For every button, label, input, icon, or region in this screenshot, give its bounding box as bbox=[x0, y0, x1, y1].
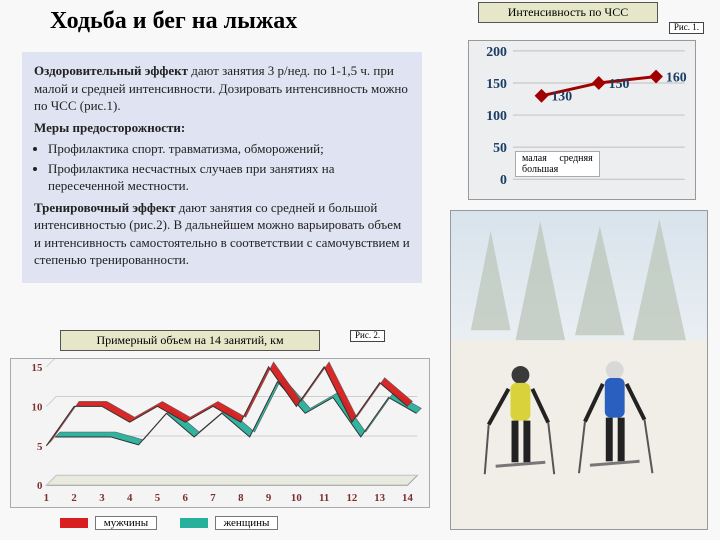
svg-text:100: 100 bbox=[486, 108, 507, 123]
legend-swatch-men bbox=[60, 518, 88, 528]
precaution-2: Профилактика несчастных случаев при заня… bbox=[48, 160, 410, 195]
p1-bold: Оздоровительный эффект bbox=[34, 63, 188, 78]
svg-text:8: 8 bbox=[238, 492, 244, 504]
chart1-figlabel: Рис. 1. bbox=[669, 22, 704, 34]
chart2-plot: 0510151234567891011121314 bbox=[10, 358, 430, 508]
p3-bold: Тренировочный эффект bbox=[34, 200, 176, 215]
svg-text:3: 3 bbox=[99, 492, 105, 504]
chart2-container: Примерный объем на 14 занятий, км Рис. 2… bbox=[10, 330, 430, 530]
chart1-x-legend: малая средняя большая bbox=[515, 151, 600, 177]
svg-text:150: 150 bbox=[609, 76, 630, 91]
svg-text:10: 10 bbox=[32, 401, 43, 413]
svg-text:12: 12 bbox=[346, 492, 357, 504]
svg-text:9: 9 bbox=[266, 492, 272, 504]
svg-text:200: 200 bbox=[486, 44, 507, 59]
legend-swatch-women bbox=[180, 518, 208, 528]
chart1-plot: 0 50 100 150 200 130 150 160 малая средняя боль… bbox=[468, 40, 696, 200]
main-text: Оздоровительный эффект дают занятия 3 р/… bbox=[22, 52, 422, 283]
legend-label-women: женщины bbox=[215, 516, 279, 530]
skiing-photo bbox=[450, 210, 708, 530]
svg-text:50: 50 bbox=[493, 140, 507, 155]
page-title: Ходьба и бег на лыжах bbox=[50, 8, 297, 35]
chart2-title: Примерный объем на 14 занятий, км bbox=[60, 330, 320, 351]
chart1-container: Интенсивность по ЧСС Рис. 1. 0 50 100 150 20… bbox=[468, 2, 708, 202]
svg-text:7: 7 bbox=[210, 492, 216, 504]
precaution-1: Профилактика спорт. травматизма, обморож… bbox=[48, 140, 410, 158]
svg-text:0: 0 bbox=[500, 172, 507, 187]
svg-text:14: 14 bbox=[402, 492, 413, 504]
chart1-xlabel-0: малая bbox=[522, 153, 547, 164]
svg-text:1: 1 bbox=[44, 492, 49, 504]
svg-text:5: 5 bbox=[37, 441, 43, 453]
svg-text:130: 130 bbox=[551, 89, 572, 104]
svg-text:11: 11 bbox=[319, 492, 329, 504]
chart1-xlabel-1: средняя bbox=[559, 153, 592, 164]
svg-text:15: 15 bbox=[32, 362, 43, 374]
svg-text:150: 150 bbox=[486, 76, 507, 91]
svg-text:0: 0 bbox=[37, 480, 43, 492]
chart1-title: Интенсивность по ЧСС bbox=[478, 2, 658, 23]
p2-bold: Меры предосторожности: bbox=[34, 120, 185, 135]
chart2-figlabel: Рис. 2. bbox=[350, 330, 385, 342]
svg-text:2: 2 bbox=[71, 492, 76, 504]
svg-text:160: 160 bbox=[666, 69, 687, 84]
chart1-xlabel-2: большая bbox=[522, 164, 558, 175]
svg-text:13: 13 bbox=[374, 492, 385, 504]
svg-text:5: 5 bbox=[155, 492, 161, 504]
svg-text:4: 4 bbox=[127, 492, 133, 504]
svg-text:10: 10 bbox=[291, 492, 302, 504]
legend-label-men: мужчины bbox=[95, 516, 157, 530]
chart2-legend: мужчины женщины bbox=[60, 516, 298, 530]
svg-text:6: 6 bbox=[183, 492, 189, 504]
